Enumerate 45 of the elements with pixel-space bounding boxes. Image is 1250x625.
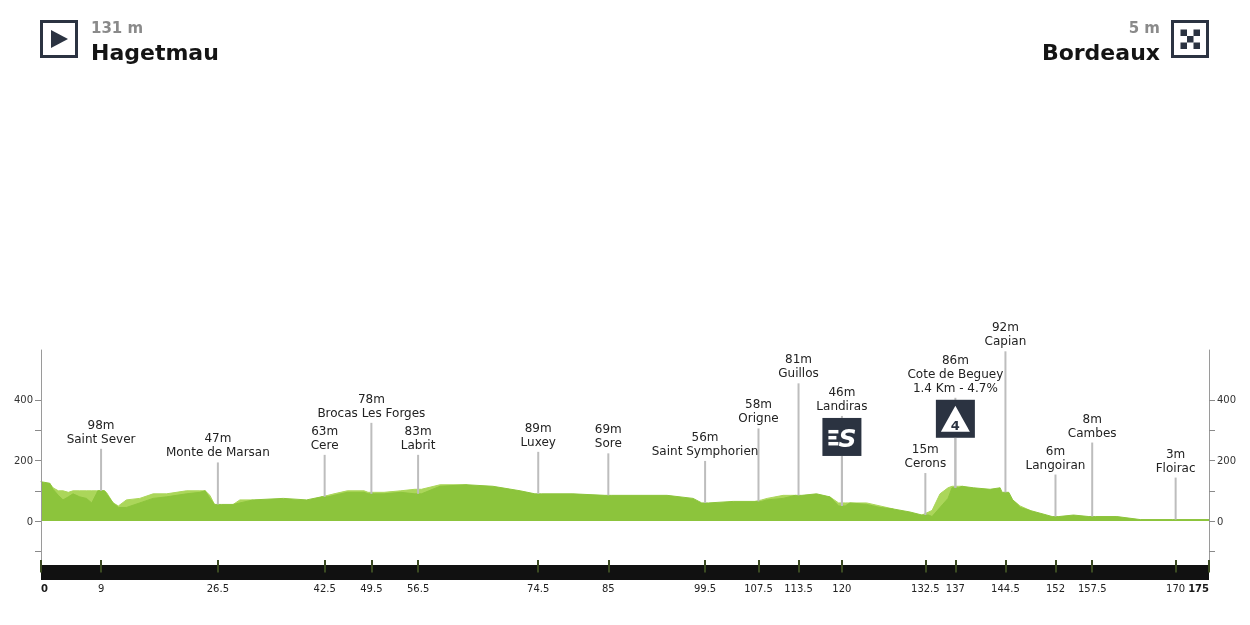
text: 5 m Bordeaux: [1041, 19, 1160, 65]
x-tick-label: 137: [945, 582, 965, 594]
x-tick-label: 170: [1166, 582, 1186, 594]
annotation: 56m Saint Symphorien: [651, 429, 759, 458]
x-tick-label: 132.5: [911, 582, 940, 594]
x-tick-label: 144.5: [991, 582, 1020, 594]
annotation: 8m Cambes: [1067, 411, 1117, 440]
x-tick-label: 85: [601, 582, 615, 594]
annotation: 4: [950, 417, 960, 433]
annotation: 6m Langoiran: [1025, 443, 1086, 472]
x-tick-label: 49.5: [360, 582, 383, 594]
annotation: 63m Cere: [310, 423, 339, 452]
y2-tick-label: 0: [1217, 515, 1224, 527]
annotation: 3m Floirac: [1155, 446, 1196, 475]
annotation: 83m Labrit: [400, 423, 436, 452]
x-tick-label: 74.5: [527, 582, 550, 594]
x-tick-label: 26.5: [206, 582, 229, 594]
annotation: 46m Landiras: [816, 384, 868, 413]
annotation: 98m Saint Sever: [66, 417, 136, 446]
y2-tick-label: 200: [1217, 455, 1237, 467]
annotation: 47m Monte de Marsan: [165, 431, 270, 460]
text: 131 m Hagetmau: [91, 19, 219, 65]
x-tick-label: 175: [1188, 582, 1210, 594]
x-tick-label: 157.5: [1077, 582, 1107, 594]
x-tick-label: 113.5: [784, 582, 813, 594]
annotation: 69m Sore: [594, 422, 622, 451]
x-tick-label: 107.5: [744, 582, 773, 594]
annotation: 81m Guillos: [778, 352, 819, 381]
y-tick-label: 200: [13, 455, 33, 467]
x-tick-label: 9: [97, 582, 105, 594]
y2-tick-label: 400: [1217, 394, 1237, 406]
annotation: 78m Brocas Les Forges: [317, 391, 426, 420]
annotation: 86m Cote de Beguey 1.4 Km - 4.7%: [907, 352, 1004, 395]
x-tick-label: 0: [41, 582, 48, 594]
annotation: 15m Cerons: [904, 442, 947, 471]
annotation: 89m Luxey: [520, 420, 556, 449]
x-tick-label: 120: [832, 582, 852, 594]
annotation: 58m Origne: [738, 397, 779, 426]
x-tick-label: 99.5: [693, 582, 717, 594]
annotation: 92m Capian: [984, 320, 1027, 349]
x-tick-label: 56.5: [406, 582, 430, 594]
x-tick-label: 42.5: [313, 582, 336, 594]
y-tick-label: 0: [26, 515, 33, 527]
x-tick-label: 152: [1045, 582, 1066, 594]
y-tick-label: 400: [13, 394, 33, 406]
